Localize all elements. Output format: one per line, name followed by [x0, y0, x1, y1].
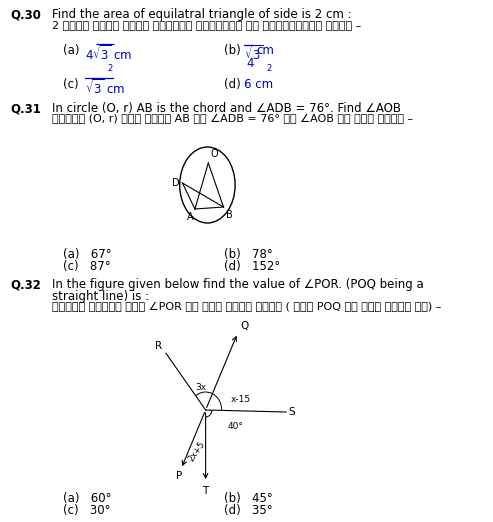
Text: Find the area of equilatral triangle of side is 2 cm :: Find the area of equilatral triangle of …	[52, 8, 352, 21]
Text: 2: 2	[107, 64, 112, 73]
Text: (d)   152°: (d) 152°	[223, 260, 280, 273]
Text: (c)   30°: (c) 30°	[63, 504, 110, 517]
Text: straight line) is :: straight line) is :	[52, 290, 149, 303]
Text: (a): (a)	[63, 44, 79, 57]
Text: Q.32: Q.32	[11, 278, 41, 291]
Text: वृत्त (O, r) में जीवा AB है ∠ADB = 76° तो ∠AOB का मान होगा –: वृत्त (O, r) में जीवा AB है ∠ADB = 76° त…	[52, 114, 413, 124]
Text: 4: 4	[247, 57, 254, 70]
Text: $\sqrt{3}$ cm: $\sqrt{3}$ cm	[85, 78, 125, 97]
Text: $4\sqrt{3}$ cm: $4\sqrt{3}$ cm	[85, 44, 133, 63]
Text: 2 सेमी भुजा वाले समबाहु त्रिभुज का क्षेत्रफल होगा –: 2 सेमी भुजा वाले समबाहु त्रिभुज का क्षेत…	[52, 20, 361, 30]
Text: निम्न आकृति में ∠POR का मान क्या होगा ( यदि POQ एक सरल रेखा है) –: निम्न आकृति में ∠POR का मान क्या होगा ( …	[52, 302, 441, 312]
Text: (d)   35°: (d) 35°	[223, 504, 272, 517]
Text: (a)   67°: (a) 67°	[63, 248, 111, 261]
Text: 2: 2	[266, 64, 272, 73]
Text: (b)   45°: (b) 45°	[223, 492, 272, 505]
Text: 2x+5: 2x+5	[186, 440, 207, 464]
Text: Q.31: Q.31	[11, 102, 41, 115]
Text: In the figure given below find the value of ∠POR. (POQ being a: In the figure given below find the value…	[52, 278, 423, 291]
Text: (b): (b)	[223, 44, 240, 57]
Text: D: D	[172, 178, 179, 188]
Text: S: S	[289, 407, 295, 417]
Text: P: P	[176, 471, 182, 481]
Text: (b)   78°: (b) 78°	[223, 248, 272, 261]
Text: (d): (d)	[223, 78, 240, 91]
Text: In circle (O, r) AB is the chord and ∠ADB = 76°. Find ∠AOB: In circle (O, r) AB is the chord and ∠AD…	[52, 102, 401, 115]
Text: $\sqrt{3}$: $\sqrt{3}$	[244, 44, 263, 63]
Text: 6 cm: 6 cm	[244, 78, 273, 91]
Text: 40°: 40°	[227, 422, 243, 431]
Text: (a)   60°: (a) 60°	[63, 492, 111, 505]
Text: O: O	[210, 149, 218, 159]
Text: (c): (c)	[63, 78, 78, 91]
Text: A: A	[186, 212, 193, 222]
Text: B: B	[226, 210, 233, 220]
Text: (c)   87°: (c) 87°	[63, 260, 110, 273]
Text: x-15: x-15	[231, 396, 251, 405]
Text: cm: cm	[256, 44, 275, 57]
Text: Q: Q	[241, 321, 248, 331]
Text: T: T	[203, 486, 209, 496]
Text: Q.30: Q.30	[11, 8, 41, 21]
Text: R: R	[155, 341, 162, 351]
Text: 3x: 3x	[196, 384, 207, 393]
